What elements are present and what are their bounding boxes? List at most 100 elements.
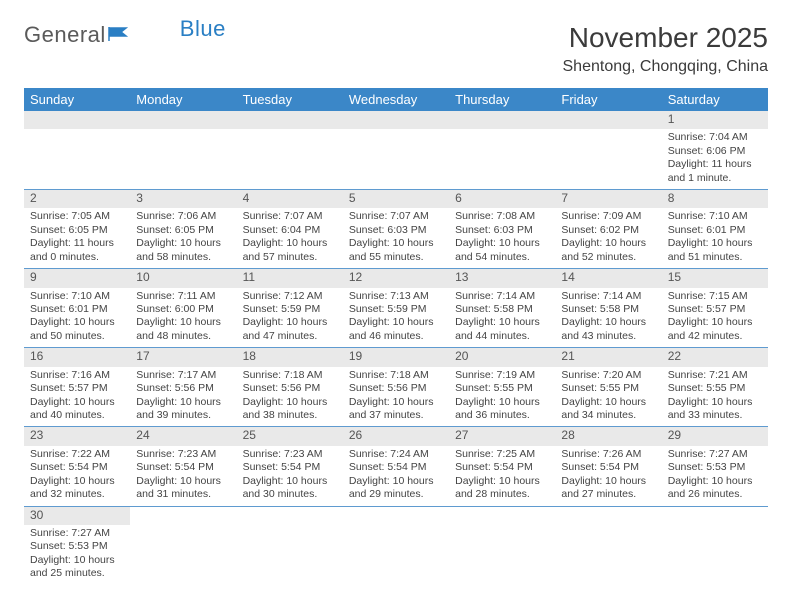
calendar-row: 23Sunrise: 7:22 AMSunset: 5:54 PMDayligh… xyxy=(24,427,768,506)
day-number-empty xyxy=(24,111,130,129)
sunrise-text: Sunrise: 7:13 AM xyxy=(349,290,443,303)
calendar-cell: 23Sunrise: 7:22 AMSunset: 5:54 PMDayligh… xyxy=(24,427,130,506)
calendar-row: 16Sunrise: 7:16 AMSunset: 5:57 PMDayligh… xyxy=(24,348,768,427)
logo: General Blue xyxy=(24,22,226,48)
day-number: 20 xyxy=(449,348,555,366)
calendar-cell: 30Sunrise: 7:27 AMSunset: 5:53 PMDayligh… xyxy=(24,506,130,585)
sunset-text: Sunset: 5:53 PM xyxy=(668,461,762,474)
day-content: Sunrise: 7:17 AMSunset: 5:56 PMDaylight:… xyxy=(130,367,236,427)
sunrise-text: Sunrise: 7:25 AM xyxy=(455,448,549,461)
calendar-cell: 6Sunrise: 7:08 AMSunset: 6:03 PMDaylight… xyxy=(449,190,555,269)
calendar-cell: 16Sunrise: 7:16 AMSunset: 5:57 PMDayligh… xyxy=(24,348,130,427)
sunrise-text: Sunrise: 7:20 AM xyxy=(561,369,655,382)
day-number: 3 xyxy=(130,190,236,208)
day-number: 29 xyxy=(662,427,768,445)
calendar-cell xyxy=(555,111,661,190)
calendar-cell: 5Sunrise: 7:07 AMSunset: 6:03 PMDaylight… xyxy=(343,190,449,269)
sunrise-text: Sunrise: 7:10 AM xyxy=(668,210,762,223)
day-number: 11 xyxy=(237,269,343,287)
day-content: Sunrise: 7:18 AMSunset: 5:56 PMDaylight:… xyxy=(237,367,343,427)
daylight-text: Daylight: 10 hours and 47 minutes. xyxy=(243,316,337,343)
calendar-cell xyxy=(237,506,343,585)
sunrise-text: Sunrise: 7:05 AM xyxy=(30,210,124,223)
day-number: 27 xyxy=(449,427,555,445)
sunset-text: Sunset: 6:04 PM xyxy=(243,224,337,237)
sunset-text: Sunset: 5:54 PM xyxy=(455,461,549,474)
daylight-text: Daylight: 10 hours and 37 minutes. xyxy=(349,396,443,423)
sunrise-text: Sunrise: 7:16 AM xyxy=(30,369,124,382)
sunrise-text: Sunrise: 7:26 AM xyxy=(561,448,655,461)
daylight-text: Daylight: 10 hours and 57 minutes. xyxy=(243,237,337,264)
daylight-text: Daylight: 10 hours and 51 minutes. xyxy=(668,237,762,264)
sunrise-text: Sunrise: 7:15 AM xyxy=(668,290,762,303)
day-content: Sunrise: 7:07 AMSunset: 6:04 PMDaylight:… xyxy=(237,208,343,268)
sunrise-text: Sunrise: 7:23 AM xyxy=(243,448,337,461)
day-content: Sunrise: 7:24 AMSunset: 5:54 PMDaylight:… xyxy=(343,446,449,506)
daylight-text: Daylight: 10 hours and 42 minutes. xyxy=(668,316,762,343)
day-content: Sunrise: 7:13 AMSunset: 5:59 PMDaylight:… xyxy=(343,288,449,348)
daylight-text: Daylight: 10 hours and 33 minutes. xyxy=(668,396,762,423)
daylight-text: Daylight: 10 hours and 52 minutes. xyxy=(561,237,655,264)
day-content: Sunrise: 7:23 AMSunset: 5:54 PMDaylight:… xyxy=(237,446,343,506)
calendar-cell: 26Sunrise: 7:24 AMSunset: 5:54 PMDayligh… xyxy=(343,427,449,506)
calendar-cell: 8Sunrise: 7:10 AMSunset: 6:01 PMDaylight… xyxy=(662,190,768,269)
daylight-text: Daylight: 10 hours and 34 minutes. xyxy=(561,396,655,423)
sunset-text: Sunset: 5:54 PM xyxy=(136,461,230,474)
day-number: 15 xyxy=(662,269,768,287)
sunrise-text: Sunrise: 7:14 AM xyxy=(561,290,655,303)
day-content: Sunrise: 7:18 AMSunset: 5:56 PMDaylight:… xyxy=(343,367,449,427)
day-number: 28 xyxy=(555,427,661,445)
day-number: 4 xyxy=(237,190,343,208)
day-number: 19 xyxy=(343,348,449,366)
calendar-row: 30Sunrise: 7:27 AMSunset: 5:53 PMDayligh… xyxy=(24,506,768,585)
daylight-text: Daylight: 10 hours and 31 minutes. xyxy=(136,475,230,502)
calendar-cell: 21Sunrise: 7:20 AMSunset: 5:55 PMDayligh… xyxy=(555,348,661,427)
day-number: 22 xyxy=(662,348,768,366)
sunset-text: Sunset: 6:01 PM xyxy=(30,303,124,316)
sunset-text: Sunset: 5:54 PM xyxy=(349,461,443,474)
daylight-text: Daylight: 10 hours and 36 minutes. xyxy=(455,396,549,423)
day-number: 30 xyxy=(24,507,130,525)
day-content: Sunrise: 7:27 AMSunset: 5:53 PMDaylight:… xyxy=(24,525,130,585)
calendar-cell: 22Sunrise: 7:21 AMSunset: 5:55 PMDayligh… xyxy=(662,348,768,427)
location: Shentong, Chongqing, China xyxy=(563,58,769,76)
day-content: Sunrise: 7:14 AMSunset: 5:58 PMDaylight:… xyxy=(555,288,661,348)
day-number: 24 xyxy=(130,427,236,445)
sunrise-text: Sunrise: 7:27 AM xyxy=(668,448,762,461)
day-number-empty xyxy=(130,111,236,129)
calendar-row: 9Sunrise: 7:10 AMSunset: 6:01 PMDaylight… xyxy=(24,269,768,348)
calendar-cell xyxy=(343,506,449,585)
daylight-text: Daylight: 10 hours and 39 minutes. xyxy=(136,396,230,423)
sunrise-text: Sunrise: 7:19 AM xyxy=(455,369,549,382)
sunset-text: Sunset: 5:58 PM xyxy=(455,303,549,316)
calendar-cell: 29Sunrise: 7:27 AMSunset: 5:53 PMDayligh… xyxy=(662,427,768,506)
sunrise-text: Sunrise: 7:22 AM xyxy=(30,448,124,461)
day-number: 9 xyxy=(24,269,130,287)
sunset-text: Sunset: 6:00 PM xyxy=(136,303,230,316)
daylight-text: Daylight: 10 hours and 27 minutes. xyxy=(561,475,655,502)
calendar-cell xyxy=(449,506,555,585)
day-number: 17 xyxy=(130,348,236,366)
sunset-text: Sunset: 5:54 PM xyxy=(30,461,124,474)
sunset-text: Sunset: 6:03 PM xyxy=(349,224,443,237)
day-content: Sunrise: 7:10 AMSunset: 6:01 PMDaylight:… xyxy=(662,208,768,268)
daylight-text: Daylight: 10 hours and 30 minutes. xyxy=(243,475,337,502)
sunset-text: Sunset: 5:55 PM xyxy=(561,382,655,395)
day-number: 6 xyxy=(449,190,555,208)
calendar-cell: 10Sunrise: 7:11 AMSunset: 6:00 PMDayligh… xyxy=(130,269,236,348)
calendar-cell: 19Sunrise: 7:18 AMSunset: 5:56 PMDayligh… xyxy=(343,348,449,427)
calendar-cell: 9Sunrise: 7:10 AMSunset: 6:01 PMDaylight… xyxy=(24,269,130,348)
sunset-text: Sunset: 5:56 PM xyxy=(136,382,230,395)
weekday-header: Saturday xyxy=(662,88,768,111)
calendar-cell: 11Sunrise: 7:12 AMSunset: 5:59 PMDayligh… xyxy=(237,269,343,348)
daylight-text: Daylight: 10 hours and 32 minutes. xyxy=(30,475,124,502)
weekday-header: Monday xyxy=(130,88,236,111)
calendar-cell: 2Sunrise: 7:05 AMSunset: 6:05 PMDaylight… xyxy=(24,190,130,269)
calendar-cell: 25Sunrise: 7:23 AMSunset: 5:54 PMDayligh… xyxy=(237,427,343,506)
day-content: Sunrise: 7:11 AMSunset: 6:00 PMDaylight:… xyxy=(130,288,236,348)
day-content: Sunrise: 7:04 AMSunset: 6:06 PMDaylight:… xyxy=(662,129,768,189)
calendar-cell: 12Sunrise: 7:13 AMSunset: 5:59 PMDayligh… xyxy=(343,269,449,348)
sunrise-text: Sunrise: 7:24 AM xyxy=(349,448,443,461)
sunrise-text: Sunrise: 7:17 AM xyxy=(136,369,230,382)
daylight-text: Daylight: 10 hours and 43 minutes. xyxy=(561,316,655,343)
